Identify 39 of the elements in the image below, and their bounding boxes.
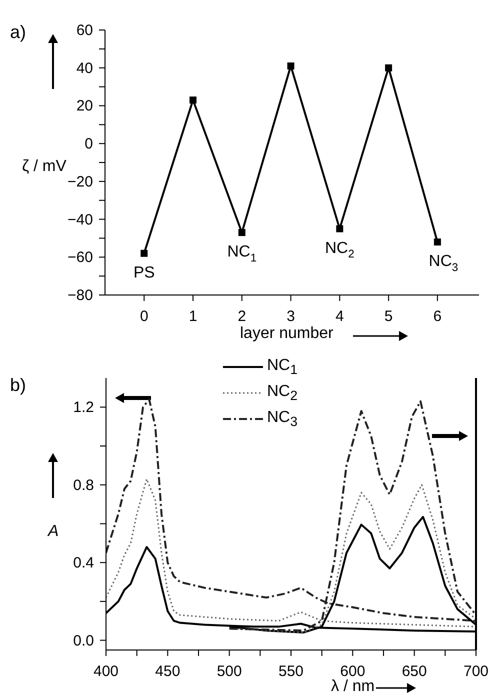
x-axis-title: λ / nm <box>331 678 375 696</box>
x-tick-label: 500 <box>216 663 242 680</box>
legend-label: NC$_{1}$ <box>267 356 298 378</box>
y-tick-label: 0.4 <box>73 554 94 572</box>
annotation: NC$_{1}$ <box>227 244 257 264</box>
y-tick-label: 60 <box>76 22 93 39</box>
x-tick-label: 3 <box>286 308 295 325</box>
chart-title: b) <box>10 375 26 396</box>
y-tick-label: 20 <box>76 98 93 115</box>
y-tick-label: 1.2 <box>73 399 94 416</box>
x-tick-label: 1 <box>188 308 198 325</box>
y-tick-label: −20 <box>68 173 93 190</box>
y-tick-label: −40 <box>68 211 93 228</box>
x-tick-label: 5 <box>384 308 393 325</box>
legend-label: NC$_{3}$ <box>267 408 298 430</box>
y-tick-label: 0.0 <box>73 632 94 650</box>
x-tick-label: 600 <box>340 663 366 680</box>
y-tick-label: 0 <box>84 136 93 153</box>
annotation: NC$_{3}$ <box>428 253 458 274</box>
y-axis-title: ζ / mV <box>22 158 66 176</box>
x-axis-title: layer number <box>240 325 334 343</box>
x-tick-label: 2 <box>238 308 246 325</box>
x-tick-label: 0 <box>140 308 148 325</box>
chart-title: a) <box>10 22 26 43</box>
y-tick-label: 40 <box>76 60 93 77</box>
x-tick-label: 4 <box>335 308 344 325</box>
annotation: NC$_{2}$ <box>324 240 354 261</box>
y-tick-label: −80 <box>68 287 93 304</box>
y-tick-label: 0.8 <box>73 476 94 494</box>
annotation: PS <box>133 264 155 282</box>
x-tick-label: 6 <box>433 308 442 325</box>
x-tick-label: 700 <box>463 663 489 680</box>
y-tick-label: −60 <box>68 249 93 266</box>
x-tick-label: 450 <box>155 663 180 680</box>
x-tick-label: 400 <box>93 663 119 680</box>
x-tick-label: 550 <box>278 663 304 680</box>
legend-label: NC$_{2}$ <box>267 382 298 404</box>
y-axis-title: A <box>48 523 59 541</box>
x-tick-label: 650 <box>402 663 427 680</box>
